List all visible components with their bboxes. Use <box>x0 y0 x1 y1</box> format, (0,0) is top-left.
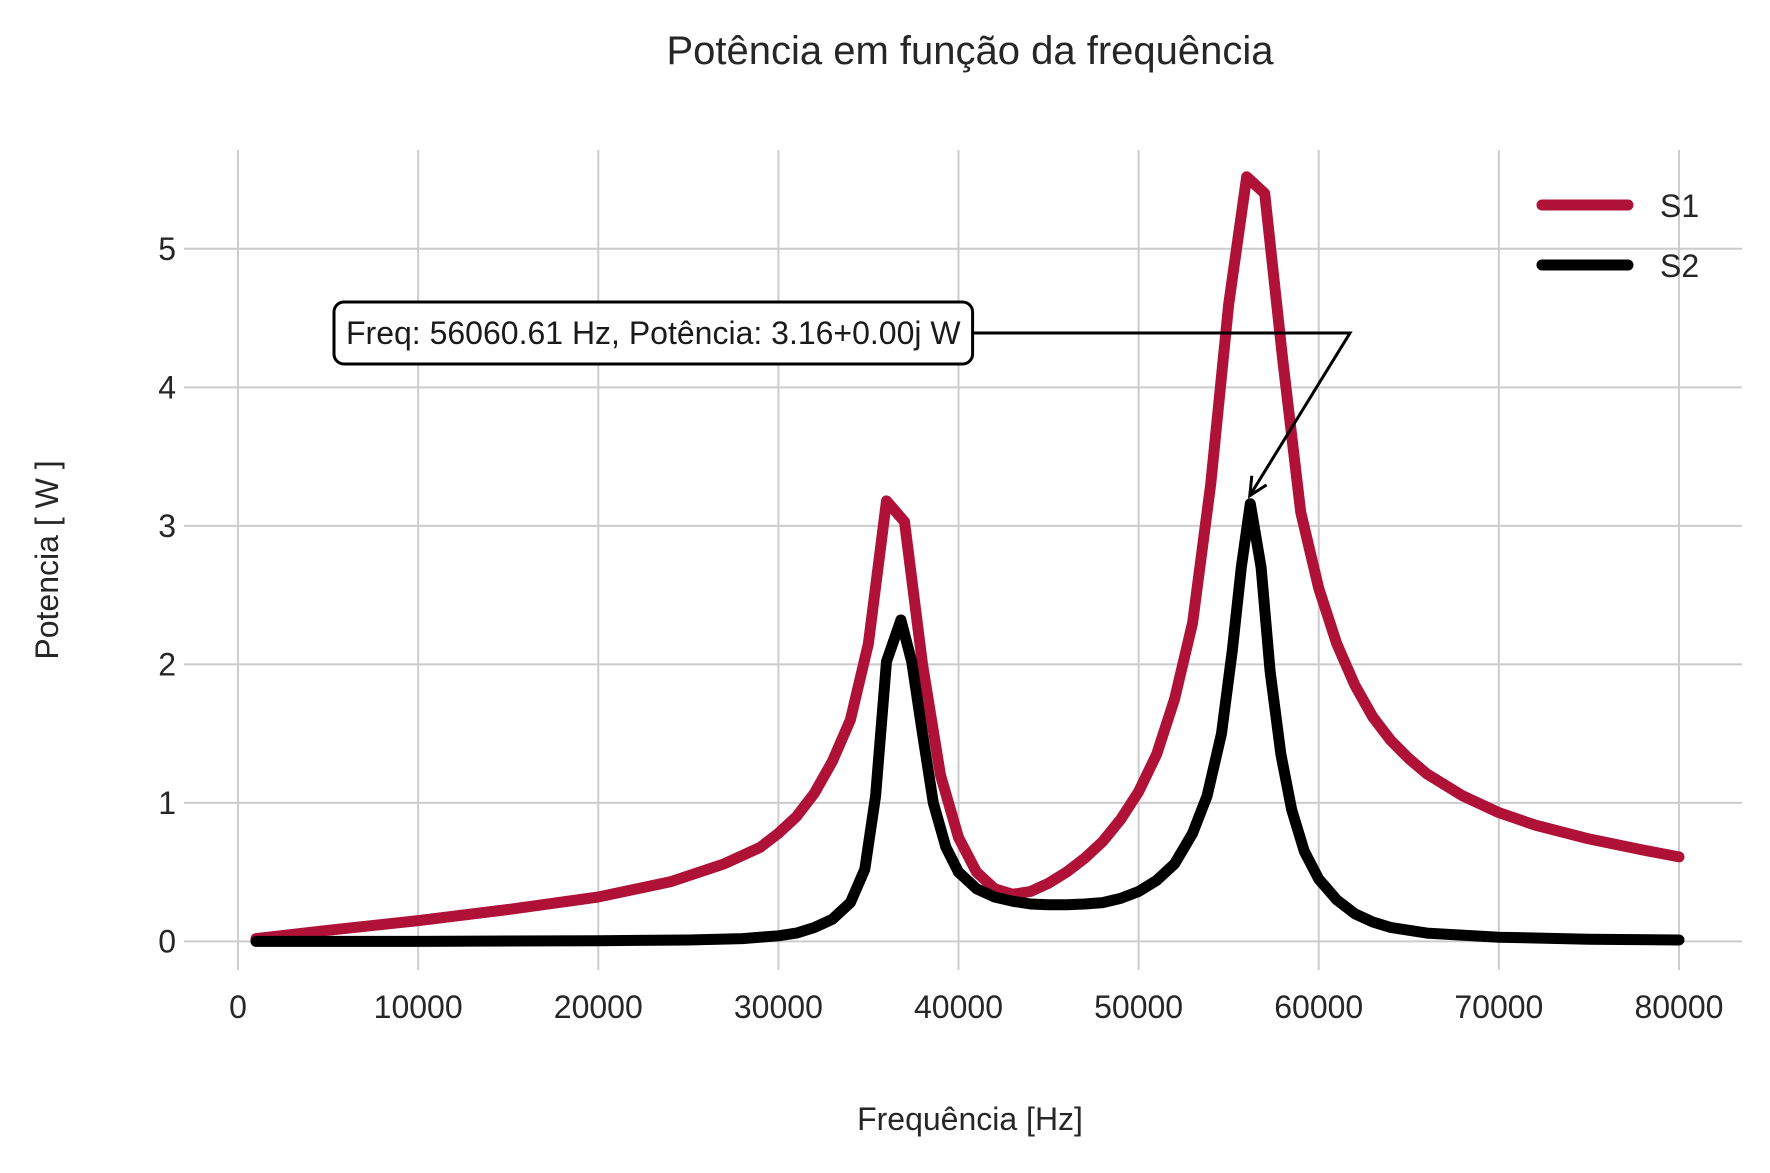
y-tick-label-2: 2 <box>158 646 176 682</box>
y-tick-label-5: 5 <box>158 231 176 267</box>
x-tick-label-4: 40000 <box>914 989 1003 1025</box>
annotation-text: Freq: 56060.61 Hz, Potência: 3.16+0.00j … <box>346 315 961 351</box>
y-tick-label-1: 1 <box>158 785 176 821</box>
chart-title: Potência em função da frequência <box>666 29 1274 73</box>
x-tick-label-5: 50000 <box>1094 989 1183 1025</box>
x-tick-label-6: 60000 <box>1274 989 1363 1025</box>
legend: S1 S2 <box>1536 188 1699 284</box>
series-line-s2 <box>250 498 1685 947</box>
annotation: Freq: 56060.61 Hz, Potência: 3.16+0.00j … <box>332 300 1353 499</box>
y-axis-label: Potencia [ W ] <box>29 460 65 659</box>
series-lines <box>250 171 1685 947</box>
x-axis-label: Frequência [Hz] <box>857 1101 1083 1137</box>
x-tick-label-7: 70000 <box>1454 989 1543 1025</box>
legend-label-s1: S1 <box>1660 188 1699 224</box>
tick-labels: 0 10000 20000 30000 40000 50000 60000 70000 8000… <box>158 231 1723 1025</box>
x-tick-label-1: 10000 <box>374 989 463 1025</box>
annotation-arrowhead <box>1247 475 1268 499</box>
legend-label-s2: S2 <box>1660 248 1699 284</box>
y-tick-label-4: 4 <box>158 369 176 405</box>
x-tick-label-3: 30000 <box>734 989 823 1025</box>
series-line-s1 <box>250 171 1685 945</box>
x-tick-label-0: 0 <box>229 989 247 1025</box>
y-tick-label-3: 3 <box>158 508 176 544</box>
x-tick-label-2: 20000 <box>554 989 643 1025</box>
x-tick-label-8: 80000 <box>1634 989 1723 1025</box>
y-tick-label-0: 0 <box>158 923 176 959</box>
annotation-arrow <box>972 331 1353 497</box>
